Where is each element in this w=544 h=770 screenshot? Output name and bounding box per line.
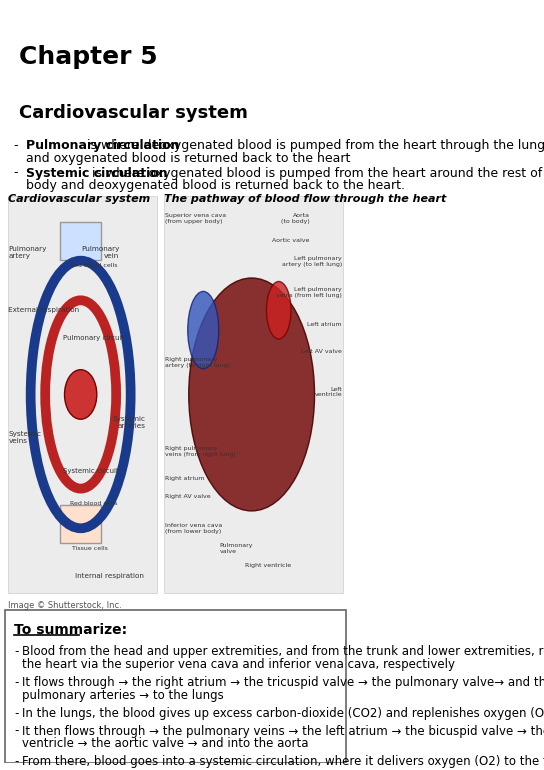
Bar [164, 196, 343, 593]
Text: Left AV valve: Left AV valve [301, 349, 342, 354]
Text: Systemic
veins: Systemic veins [8, 431, 41, 444]
Text: Internal respiration: Internal respiration [76, 573, 144, 579]
Bar [5, 610, 346, 763]
Text: Inferior vena cava
(from lower body): Inferior vena cava (from lower body) [164, 524, 222, 534]
Text: -: - [13, 166, 17, 179]
Text: ventricle → the aortic valve → and into the aorta: ventricle → the aortic valve → and into … [22, 738, 308, 751]
Text: Red blood cells: Red blood cells [70, 263, 117, 268]
Text: Superior vena cava
(from upper body): Superior vena cava (from upper body) [164, 213, 226, 224]
Text: It then flows through → the pulmonary veins → the left atrium → the bicuspid val: It then flows through → the pulmonary ve… [22, 725, 544, 738]
Text: Red blood cells: Red blood cells [70, 500, 117, 506]
Text: It flows through → the right atrium → the tricuspid valve → the pulmonary valve→: It flows through → the right atrium → th… [22, 676, 544, 689]
Ellipse shape [267, 282, 291, 339]
Text: body and deoxygenated blood is returned back to the heart.: body and deoxygenated blood is returned … [26, 179, 405, 192]
Text: -: - [13, 139, 17, 152]
Text: Tissue cells: Tissue cells [72, 546, 108, 551]
Text: the heart via the superior vena cava and inferior vena cava, respectively: the heart via the superior vena cava and… [22, 658, 455, 671]
Text: Pulmonary circulation: Pulmonary circulation [26, 139, 180, 152]
Bar [60, 505, 101, 543]
Text: -: - [14, 676, 18, 689]
Text: Chapter 5: Chapter 5 [20, 45, 158, 69]
Text: and oxygenated blood is returned back to the heart: and oxygenated blood is returned back to… [26, 152, 350, 165]
Text: Cardiovascular system: Cardiovascular system [8, 194, 150, 204]
Text: Pulmonary
valve: Pulmonary valve [219, 543, 253, 554]
Text: Left pulmonary
veins (from left lung): Left pulmonary veins (from left lung) [276, 287, 342, 298]
Text: Systemic circuit: Systemic circuit [63, 468, 119, 474]
Bar [60, 222, 101, 259]
Text: pulmonary arteries → to the lungs: pulmonary arteries → to the lungs [22, 689, 224, 701]
Text: Aortic valve: Aortic valve [273, 238, 310, 243]
Text: To summarize:: To summarize: [14, 624, 127, 638]
Ellipse shape [189, 278, 314, 511]
Text: Blood from the head and upper extremities, and from the trunk and lower extremit: Blood from the head and upper extremitie… [22, 645, 544, 658]
Text: -: - [14, 707, 18, 720]
Text: Systemic circulation: Systemic circulation [26, 166, 168, 179]
Text: Systemic
arteries: Systemic arteries [112, 417, 145, 429]
Text: External respiration: External respiration [8, 307, 79, 313]
Ellipse shape [65, 370, 97, 419]
Text: The pathway of blood flow through the heart: The pathway of blood flow through the he… [164, 194, 446, 204]
Text: Right ventricle: Right ventricle [245, 563, 291, 568]
Text: -: - [14, 725, 18, 738]
Text: Right AV valve: Right AV valve [164, 494, 210, 499]
Text: Left atrium: Left atrium [307, 322, 342, 327]
Text: Aorta
(to body): Aorta (to body) [281, 213, 310, 224]
Text: In the lungs, the blood gives up excess carbon-dioxide (CO2) and replenishes oxy: In the lungs, the blood gives up excess … [22, 707, 544, 720]
Text: Image © Shutterstock, Inc.: Image © Shutterstock, Inc. [8, 601, 121, 610]
Text: Pulmonary
artery: Pulmonary artery [8, 246, 47, 259]
Bar [8, 196, 157, 593]
Text: Right pulmonary
artery (to right lung): Right pulmonary artery (to right lung) [164, 357, 230, 367]
Text: From there, blood goes into a systemic circulation, where it delivers oxygen (O2: From there, blood goes into a systemic c… [22, 755, 544, 768]
Text: is where oxygenated blood is pumped from the heart around the rest of the: is where oxygenated blood is pumped from… [88, 166, 544, 179]
Text: Right pulmonary
veins (from right lung): Right pulmonary veins (from right lung) [164, 446, 235, 457]
Text: Left pulmonary
artery (to left lung): Left pulmonary artery (to left lung) [282, 256, 342, 266]
Text: -: - [14, 755, 18, 768]
Text: is where deoxygenated blood is pumped from the heart through the lungs: is where deoxygenated blood is pumped fr… [83, 139, 544, 152]
Ellipse shape [188, 291, 219, 369]
Text: Left
ventricle: Left ventricle [314, 387, 342, 397]
Text: Pulmonary circuit: Pulmonary circuit [63, 335, 124, 341]
Text: Right atrium: Right atrium [164, 476, 204, 480]
Text: Cardiovascular system: Cardiovascular system [20, 104, 248, 122]
Text: Pulmonary
vein: Pulmonary vein [81, 246, 119, 259]
Text: -: - [14, 645, 18, 658]
